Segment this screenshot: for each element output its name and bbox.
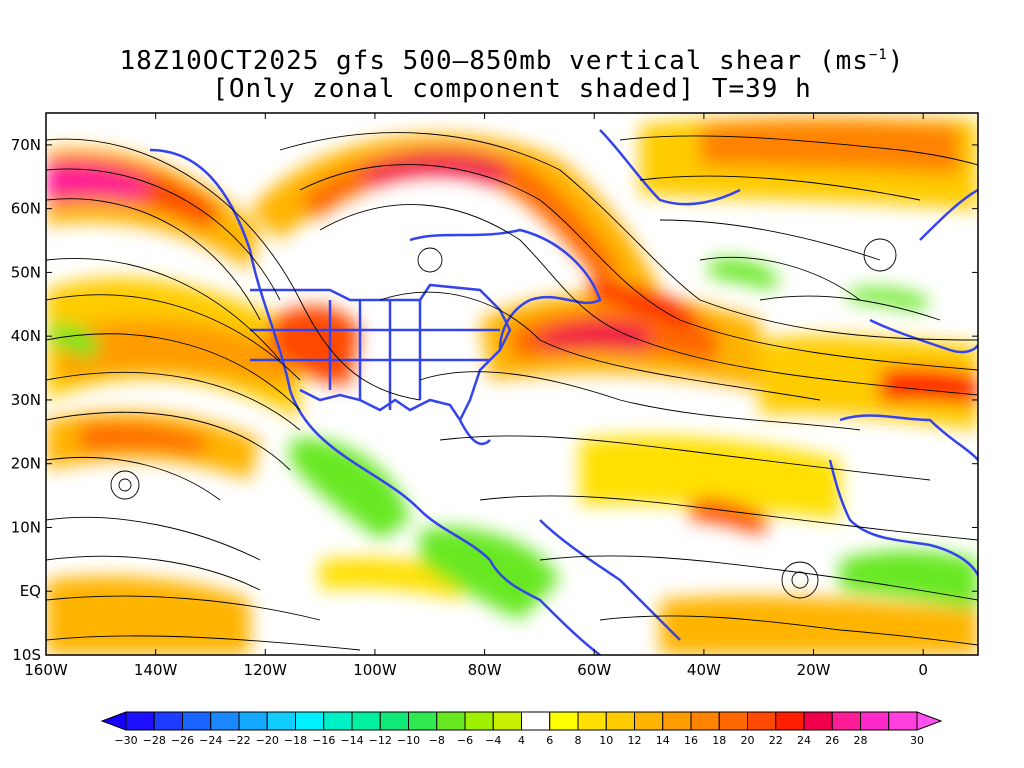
shading-layer <box>46 113 978 655</box>
lat-tick-label: EQ <box>20 582 41 600</box>
colorbar-label: −10 <box>397 734 420 747</box>
lat-tick-label: 10N <box>11 518 41 536</box>
colorbar-swatch <box>831 711 861 731</box>
colorbar-swatch <box>521 711 551 731</box>
colorbar-swatch <box>803 711 833 731</box>
lat-tick-label: 70N <box>11 136 41 154</box>
colorbar-label: −14 <box>340 734 363 747</box>
colorbar-swatch <box>379 711 409 731</box>
colorbar-swatch <box>860 711 890 731</box>
colorbar-label: 16 <box>684 734 698 747</box>
colorbar-label: 10 <box>599 734 613 747</box>
colorbar-swatch <box>125 711 155 731</box>
streamlines <box>46 132 978 651</box>
colorbar-label: −24 <box>199 734 222 747</box>
longitude-axis: 160W 140W 120W 100W 80W 60W 40W 20W 0 <box>24 113 928 679</box>
colorbar-swatch <box>690 711 720 731</box>
lon-tick-label: 80W <box>468 661 502 679</box>
colorbar-swatch <box>577 711 607 731</box>
colorbar-label: 26 <box>825 734 839 747</box>
lon-tick-label: 140W <box>134 661 178 679</box>
colorbar-label: 30 <box>910 734 924 747</box>
colorbar-label: 28 <box>854 734 868 747</box>
lon-tick-label: 40W <box>687 661 721 679</box>
lon-tick-label: 120W <box>244 661 288 679</box>
colorbar-swatch <box>549 711 579 731</box>
colorbar-swatch <box>718 711 748 731</box>
colorbar-under-arrow <box>100 711 127 731</box>
colorbar-label: 24 <box>797 734 811 747</box>
lat-tick-label: 40N <box>11 327 41 345</box>
lon-tick-label: 160W <box>24 661 68 679</box>
colorbar-swatch <box>295 711 325 731</box>
lat-tick-label: 60N <box>11 200 41 218</box>
colorbar-label: −16 <box>312 734 335 747</box>
colorbar-label: −28 <box>143 734 166 747</box>
colorbar-label: −26 <box>171 734 194 747</box>
colorbar-swatch <box>492 711 522 731</box>
colorbar-swatch <box>775 711 805 731</box>
map-frame <box>45 112 979 656</box>
colorbar-label: −20 <box>256 734 279 747</box>
title-line-1-text: 18Z10OCT2025 gfs 500–850mb vertical shea… <box>119 46 869 76</box>
colorbar-label: 20 <box>741 734 755 747</box>
colorbar-label: −4 <box>485 734 501 747</box>
colorbar-label: 14 <box>656 734 670 747</box>
colorbar-swatch <box>408 711 438 731</box>
colorbar-swatch <box>634 711 664 731</box>
colorbar: −30 −28 −26 −24 −22 −20 −18 −16 −14 −12 −10 −8 −6 −4 4… <box>100 711 943 747</box>
colorbar-label: 8 <box>575 734 582 747</box>
colorbar-swatch <box>747 711 777 731</box>
lat-tick-label: 20N <box>11 455 41 473</box>
latitude-axis: 70N 60N 50N 40N 30N 20N 10N EQ 10S <box>11 136 978 664</box>
colorbar-over-arrow <box>916 711 943 731</box>
colorbar-swatch <box>436 711 466 731</box>
colorbar-label: −12 <box>369 734 392 747</box>
colorbar-label: −18 <box>284 734 307 747</box>
title-line-1-close: ) <box>887 46 905 76</box>
lon-tick-label: 60W <box>577 661 611 679</box>
title-line-1: 18Z10OCT2025 gfs 500–850mb vertical shea… <box>0 46 1024 76</box>
colorbar-swatch <box>238 711 268 731</box>
colorbar-swatch <box>210 711 240 731</box>
colorbar-label: 4 <box>518 734 525 747</box>
colorbar-label: 18 <box>712 734 726 747</box>
colorbar-swatch <box>464 711 494 731</box>
lon-tick-label: 20W <box>797 661 831 679</box>
colorbar-swatch <box>605 711 635 731</box>
colorbar-label: −30 <box>114 734 137 747</box>
colorbar-label: −6 <box>457 734 473 747</box>
colorbar-label: −8 <box>429 734 445 747</box>
colorbar-swatch <box>323 711 353 731</box>
colorbar-label: −22 <box>227 734 250 747</box>
colorbar-swatch <box>662 711 692 731</box>
lat-tick-label: 10S <box>12 646 41 664</box>
lon-tick-label: 100W <box>353 661 397 679</box>
colorbar-swatch <box>153 711 183 731</box>
lat-tick-label: 50N <box>11 263 41 281</box>
colorbar-label: 22 <box>769 734 783 747</box>
lat-tick-label: 30N <box>11 391 41 409</box>
colorbar-swatch <box>266 711 296 731</box>
colorbar-label: 6 <box>546 734 553 747</box>
colorbar-swatch <box>351 711 381 731</box>
title-line-2: [Only zonal component shaded] T=39 h <box>212 74 812 104</box>
colorbar-label: 12 <box>628 734 642 747</box>
colorbar-swatch <box>182 711 212 731</box>
colorbar-swatch <box>888 711 918 731</box>
lon-tick-label: 0 <box>918 661 928 679</box>
title-units-exponent: −1 <box>868 47 888 63</box>
